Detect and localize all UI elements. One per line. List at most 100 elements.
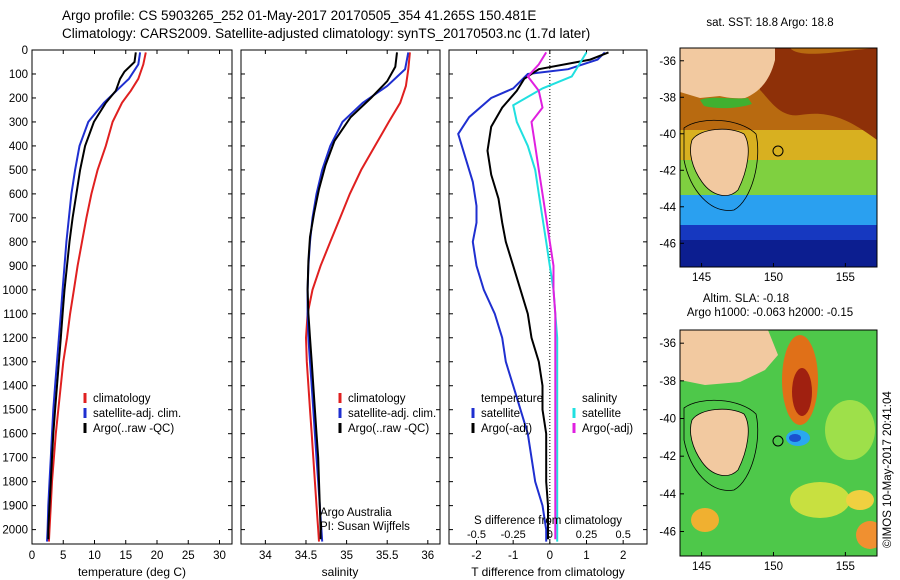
- s-diff-tick-label: -0.25: [501, 529, 526, 541]
- argo-australia-annotation: Argo Australia: [320, 507, 392, 519]
- series-line-argo: [47, 52, 137, 540]
- s-diff-tick-label: 0.25: [576, 529, 597, 541]
- series-line-climatology: [304, 52, 411, 542]
- map-x-tick-label: 150: [764, 561, 783, 573]
- y-tick-label: 1700: [2, 453, 28, 465]
- x-tick-label: 20: [151, 550, 164, 562]
- legend-label: satellite: [582, 408, 621, 420]
- legend-title-temperature: temperature: [481, 393, 543, 405]
- x-tick-label: 0: [29, 550, 35, 562]
- x-tick-label: 34: [259, 550, 272, 562]
- y-tick-label: 800: [9, 237, 28, 249]
- legend-label: satellite: [481, 408, 520, 420]
- sst-map-ticks: 145 150 155 -36 -38 -40 -42 -44 -46: [659, 56, 855, 284]
- series-line-s-argo: [526, 51, 557, 540]
- y-tick-label: 1000: [2, 285, 28, 297]
- y-tick-label: 0: [22, 45, 28, 57]
- y-tick-label: 1200: [2, 333, 28, 345]
- legend-label: Argo(..raw -QC): [93, 423, 174, 435]
- salinity-axis-label: salinity: [322, 565, 359, 579]
- x-tick-label: 10: [88, 550, 101, 562]
- map-y-tick-label: -38: [659, 92, 676, 104]
- imos-timestamp: ©IMOS 10-May-2017 20:41:04: [882, 391, 894, 548]
- x-tick-label: -2: [471, 550, 481, 562]
- series-line-t-satellite: [457, 51, 606, 542]
- legend-label: climatology: [93, 393, 151, 405]
- pi-annotation: PI: Susan Wijffels: [320, 521, 410, 533]
- sla-map-frame: [679, 329, 878, 557]
- x-tick-label: 1: [583, 550, 589, 562]
- s-diff-tick-label: -0.5: [467, 529, 486, 541]
- x-tick-label: 30: [213, 550, 226, 562]
- map-x-tick-label: 145: [692, 561, 711, 573]
- map-x-tick-label: 150: [764, 272, 783, 284]
- y-tick-label: 1500: [2, 405, 28, 417]
- x-tick-label: 5: [60, 550, 66, 562]
- legend-label: Argo(..raw -QC): [348, 423, 429, 435]
- x-tick-label: 15: [119, 550, 132, 562]
- series-line-t-argo: [486, 51, 609, 540]
- y-tick-label: 600: [9, 189, 28, 201]
- difference-panel: -2 -1 0 1 2 -0.5 -0.25 0 0.25 0.5 temperature salin…: [449, 49, 647, 562]
- map-x-tick-label: 145: [692, 272, 711, 284]
- sla-map-ticks: 145 150 155 -36 -38 -40 -42 -44 -46: [659, 338, 855, 573]
- y-tick-label: 500: [9, 165, 28, 177]
- y-tick-label: 400: [9, 141, 28, 153]
- y-tick-label: 300: [9, 117, 28, 129]
- sst-map-title: sat. SST: 18.8 Argo: 18.8: [706, 17, 833, 29]
- map-y-tick-label: -38: [659, 376, 676, 388]
- sla-map-title-2: Argo h1000: -0.063 h2000: -0.15: [687, 307, 853, 319]
- map-x-tick-label: 155: [836, 561, 855, 573]
- y-tick-label: 2000: [2, 525, 28, 537]
- sst-map: [680, 48, 877, 267]
- sla-map-title-1: Altim. SLA: -0.18: [703, 293, 789, 305]
- temperature-panel-frame: [31, 49, 233, 545]
- y-tick-label: 1800: [2, 477, 28, 489]
- header-line-1: Argo profile: CS 5903265_252 01-May-2017…: [62, 8, 537, 23]
- s-diff-tick-label: 0.5: [616, 529, 631, 541]
- map-y-tick-label: -40: [659, 129, 676, 141]
- x-tick-label: 25: [182, 550, 195, 562]
- series-line-s-satellite: [512, 51, 588, 542]
- sla-map: [680, 330, 877, 556]
- map-y-tick-label: -46: [659, 527, 676, 539]
- header-line-2: Climatology: CARS2009. Satellite-adjuste…: [62, 26, 591, 41]
- map-y-tick-label: -36: [659, 56, 676, 68]
- x-tick-label: 0: [547, 550, 553, 562]
- x-tick-label: 34.5: [295, 550, 317, 562]
- y-tick-label: 700: [9, 213, 28, 225]
- map-y-tick-label: -40: [659, 414, 676, 426]
- map-y-tick-label: -42: [659, 451, 676, 463]
- y-tick-label: 1300: [2, 357, 28, 369]
- x-tick-label: 36: [421, 550, 434, 562]
- x-tick-label: 2: [620, 550, 626, 562]
- temperature-axis-label: temperature (deg C): [78, 565, 186, 579]
- map-x-tick-label: 155: [836, 272, 855, 284]
- y-tick-label: 100: [9, 69, 28, 81]
- y-tick-label: 1900: [2, 501, 28, 513]
- map-y-tick-label: -44: [659, 489, 676, 501]
- map-y-tick-label: -36: [659, 338, 676, 350]
- x-tick-label: 35.5: [376, 550, 398, 562]
- salinity-panel: 34 34.5 35 35.5 36 climatology satellite-adj. …: [241, 49, 440, 562]
- legend-label: satellite-adj. clim.: [348, 408, 436, 420]
- x-tick-label: 35: [340, 550, 353, 562]
- y-tick-label: 1400: [2, 381, 28, 393]
- y-tick-label: 200: [9, 93, 28, 105]
- map-y-tick-label: -44: [659, 202, 676, 214]
- t-difference-axis-label: T difference from climatology: [471, 565, 625, 579]
- y-tick-label: 900: [9, 261, 28, 273]
- s-difference-axis-label: S difference from climatology: [474, 515, 622, 527]
- map-y-tick-label: -46: [659, 238, 676, 250]
- y-tick-label: 1100: [3, 309, 28, 321]
- legend-label: Argo(-adj): [582, 423, 633, 435]
- series-line-satellite: [46, 52, 142, 542]
- series-line-climatology: [47, 52, 147, 542]
- x-tick-label: -1: [508, 550, 518, 562]
- sst-map-frame: [679, 47, 878, 268]
- series-line-argo: [306, 52, 398, 540]
- legend-label: climatology: [348, 393, 406, 405]
- temperature-panel: 0100200300400500600700800900100011001200…: [2, 45, 232, 562]
- y-tick-label: 1600: [2, 429, 28, 441]
